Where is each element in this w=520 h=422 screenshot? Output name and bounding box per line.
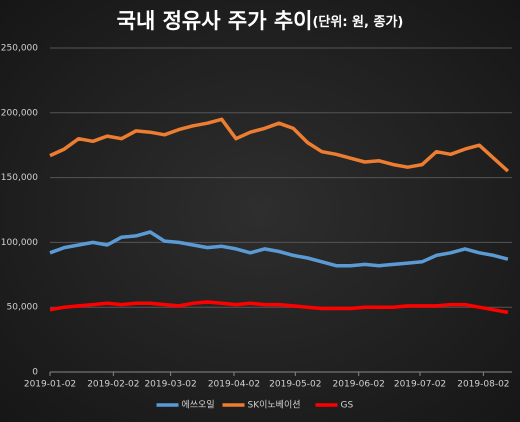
y-tick-label: 0 [32, 368, 38, 378]
y-tick-label: 50,000 [7, 303, 39, 313]
series-line [49, 300, 509, 315]
y-tick-label: 150,000 [1, 173, 38, 183]
legend-label: GS [341, 401, 354, 411]
x-tick-label: 2019-04-02 [208, 380, 260, 390]
legend-label: SK이노베이션 [248, 400, 301, 411]
y-tick-label: 250,000 [1, 44, 38, 54]
x-tick-label: 2019-01-02 [24, 380, 76, 390]
chart-subtitle: (단위: 원, 종가) [312, 14, 403, 30]
series-line [49, 230, 509, 268]
series-line [49, 117, 510, 173]
y-tick-label: 100,000 [1, 238, 38, 248]
chart-heading: 국내 정유사 주가 추이(단위: 원, 종가) [117, 9, 404, 33]
x-tick-label: 2019-06-02 [333, 380, 385, 390]
x-tick-label: 2019-05-02 [269, 380, 321, 390]
y-tick-label: 200,000 [1, 108, 38, 118]
legend-label: 에쓰오일 [182, 400, 215, 411]
chart-title: 국내 정유사 주가 추이 [117, 9, 313, 33]
x-tick-label: 2019-07-02 [394, 380, 446, 390]
x-tick-label: 2019-02-02 [87, 380, 139, 390]
x-tick-label: 2019-03-02 [144, 380, 196, 390]
x-tick-label: 2019-08-02 [457, 380, 509, 390]
